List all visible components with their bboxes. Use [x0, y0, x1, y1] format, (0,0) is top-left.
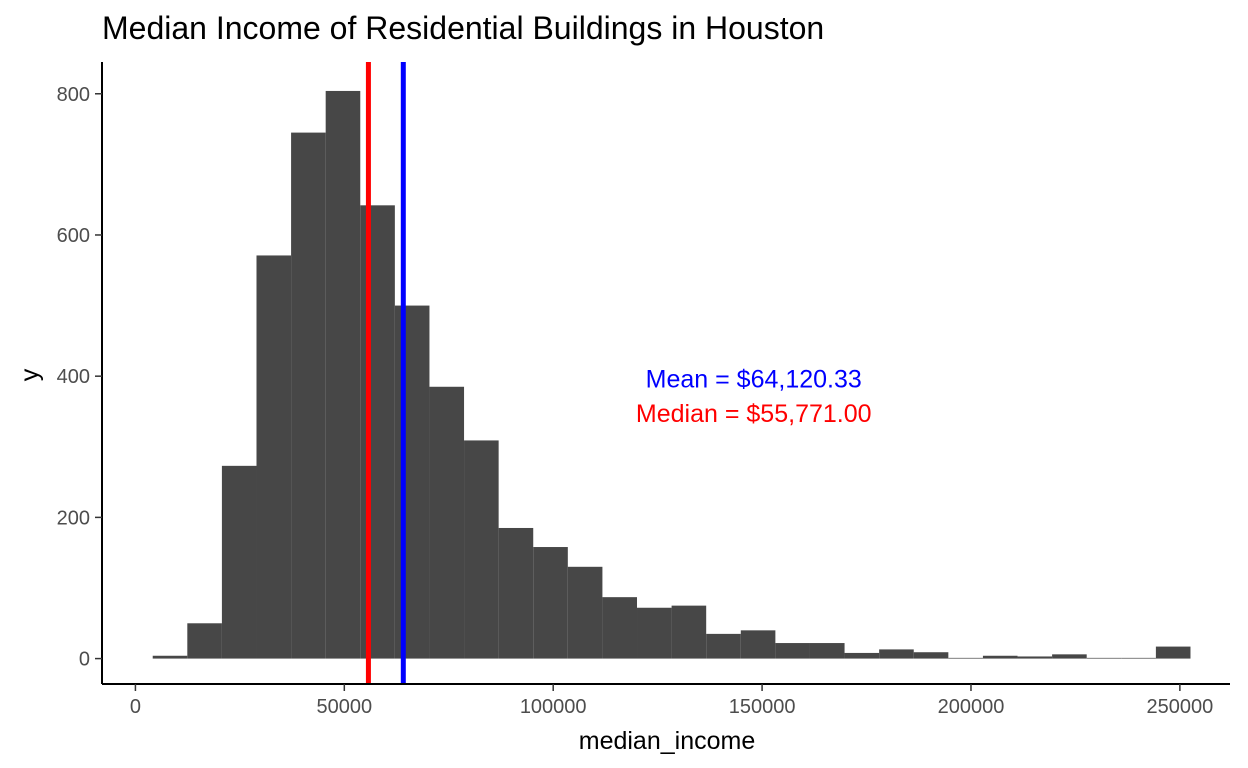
x-tick-label: 150000	[729, 696, 796, 718]
bar-7	[394, 305, 430, 659]
bar-15	[671, 605, 707, 659]
bar-9	[464, 440, 499, 659]
bar-26	[1052, 654, 1087, 659]
annotations: Mean = $64,120.33 Median = $55,771.00	[636, 365, 872, 428]
reference-lines	[365, 62, 406, 684]
x-axis-label: median_income	[579, 727, 756, 755]
bar-19	[809, 643, 845, 659]
y-tick-label: 0	[79, 649, 90, 671]
median-annotation: Median = $55,771.00	[636, 400, 872, 428]
y-tick-label: 400	[57, 366, 90, 388]
chart-title: Median Income of Residential Buildings i…	[102, 10, 824, 46]
x-tick-label: 50000	[316, 696, 372, 718]
x-tick-label: 200000	[938, 696, 1005, 718]
y-tick-label: 600	[57, 225, 90, 247]
axes	[95, 62, 1230, 691]
bar-14	[637, 607, 672, 659]
bar-16	[706, 633, 741, 659]
y-axis-label: y	[16, 368, 44, 381]
bar-29	[1155, 646, 1191, 659]
y-tick-label: 200	[57, 507, 90, 529]
x-tick-label: 250000	[1146, 696, 1213, 718]
bar-8	[429, 386, 465, 659]
bar-2	[221, 465, 257, 659]
bar-4	[291, 132, 326, 659]
histogram-bars	[152, 90, 1191, 659]
x-tick-label: 0	[130, 696, 141, 718]
tick-labels: 0 50000 100000 150000 200000 250000 0 200 400 600…	[57, 84, 1214, 718]
bar-17	[740, 630, 776, 659]
bar-0	[152, 655, 188, 659]
bar-24	[982, 655, 1018, 659]
mean-annotation: Mean = $64,120.33	[646, 365, 862, 393]
bar-3	[256, 255, 292, 659]
bar-1	[187, 623, 222, 659]
bar-12	[567, 566, 603, 659]
x-tick-label: 100000	[520, 696, 587, 718]
bar-28	[1121, 657, 1156, 659]
bar-5	[325, 90, 361, 659]
bar-25	[1017, 656, 1053, 659]
bar-13	[602, 597, 638, 659]
bar-23	[948, 657, 983, 659]
bar-20	[844, 652, 880, 659]
y-tick-label: 800	[57, 84, 90, 106]
bar-18	[775, 643, 810, 659]
bar-22	[913, 652, 949, 659]
bar-11	[533, 547, 568, 659]
bar-21	[879, 649, 914, 659]
bar-6	[360, 205, 395, 659]
bar-27	[1086, 657, 1122, 659]
bar-10	[498, 527, 534, 659]
